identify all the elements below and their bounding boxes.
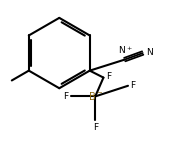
Text: N$^+$: N$^+$ xyxy=(118,44,133,56)
Text: N: N xyxy=(146,48,152,57)
Text: F: F xyxy=(93,123,98,132)
Text: F: F xyxy=(131,81,136,90)
Text: F: F xyxy=(106,72,112,81)
Text: B$^-$: B$^-$ xyxy=(88,90,103,102)
Text: F: F xyxy=(63,92,68,101)
